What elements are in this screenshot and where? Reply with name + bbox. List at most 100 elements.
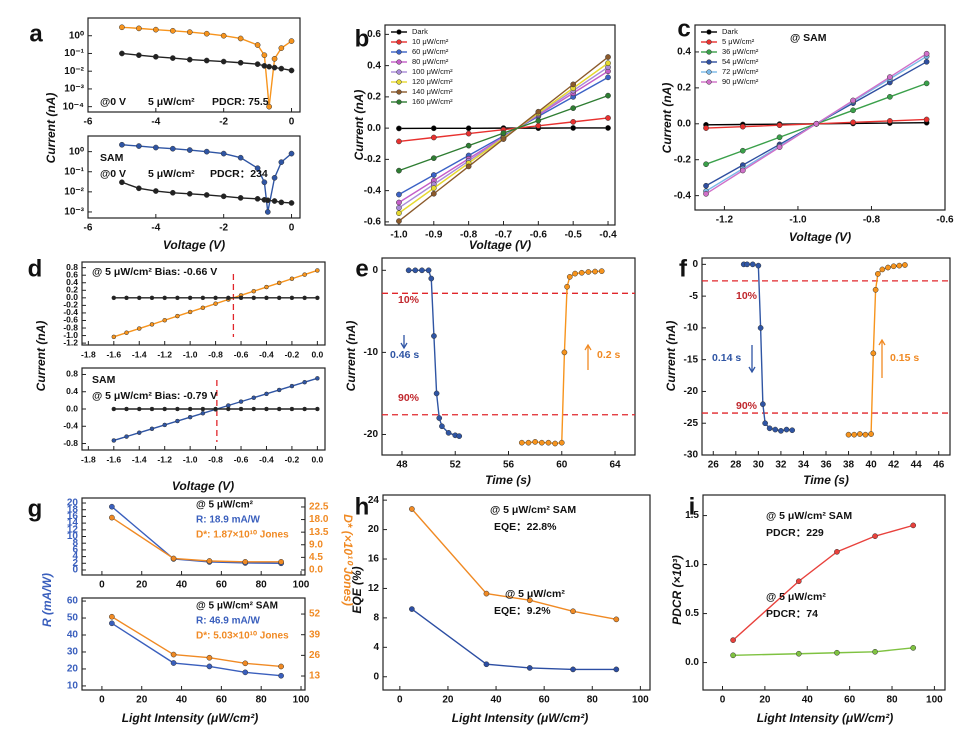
x-tick-label: 40	[176, 580, 188, 591]
data-point	[162, 406, 167, 412]
y-tick-label: 1.5	[685, 510, 699, 521]
data-point	[200, 305, 206, 311]
data-point	[868, 431, 874, 437]
data-point	[776, 134, 783, 141]
x-tick-label: 80	[587, 695, 599, 706]
x-tick-label: -0.6	[936, 215, 954, 226]
data-point	[703, 182, 709, 189]
arrow-head	[748, 366, 756, 374]
panel-letter: d	[28, 255, 43, 282]
y2-tick-label: 13.5	[309, 527, 329, 538]
data-point	[278, 663, 284, 670]
data-point	[396, 167, 402, 174]
y2-tick-label: 22.5	[309, 502, 329, 513]
panel-letter: i	[689, 493, 696, 520]
data-point	[456, 433, 463, 439]
data-point	[570, 119, 577, 125]
data-point	[538, 439, 545, 446]
annotation: @ 5 μW/cm² SAM	[196, 601, 278, 612]
data-point	[772, 426, 779, 433]
data-point	[613, 616, 620, 623]
data-point	[152, 188, 159, 194]
plot-frame	[87, 17, 301, 113]
legend-marker	[396, 59, 402, 65]
data-point	[405, 267, 412, 274]
annotation: SAM	[92, 374, 116, 386]
x-tick-label: 40	[490, 695, 502, 706]
data-point	[870, 350, 877, 357]
data-point	[175, 418, 180, 424]
x-tick-label: 0.0	[311, 454, 323, 464]
series-line	[411, 608, 617, 671]
x-tick-label: -1.0	[390, 230, 408, 241]
data-point	[430, 155, 437, 161]
data-point	[162, 422, 167, 428]
x-tick-label: -0.6	[234, 349, 249, 359]
data-point	[278, 159, 285, 166]
y-tick-label: 12	[67, 524, 79, 535]
data-point	[535, 117, 542, 124]
x-tick-label: -0.2	[285, 454, 300, 464]
data-point	[237, 154, 244, 161]
y2-tick-label: 26	[309, 650, 321, 661]
y-tick-label: 10⁻²	[64, 66, 84, 77]
data-point	[109, 503, 115, 510]
data-point	[187, 406, 193, 412]
data-point	[439, 423, 445, 430]
data-point	[910, 645, 917, 651]
data-point	[739, 167, 746, 174]
data-point	[834, 548, 840, 555]
legend-label: 5 μW/cm²	[722, 37, 755, 46]
x-tick-label: -1.4	[132, 454, 147, 464]
y-tick-label: 0.4	[677, 47, 691, 58]
data-point	[605, 92, 611, 99]
data-point	[749, 261, 756, 268]
y-tick-label: -0.2	[674, 154, 692, 165]
annotation: 0.15 s	[890, 352, 919, 364]
data-point	[834, 649, 840, 656]
data-point	[278, 558, 284, 565]
data-point	[152, 53, 159, 60]
data-point	[238, 295, 244, 301]
x-tick-label: -4	[151, 117, 160, 128]
data-point	[213, 406, 218, 412]
data-point	[237, 59, 244, 66]
x-tick-label: 30	[753, 460, 765, 471]
x-tick-label: -1.0	[183, 454, 198, 464]
x-tick-label: -0.8	[208, 454, 223, 464]
annotation: D*: 5.03×10¹⁰ Jones	[196, 631, 289, 642]
legend-label: 54 μW/cm²	[722, 57, 759, 66]
annotation: @ 5 μW/cm² SAM	[766, 510, 852, 522]
y-tick-label: 12	[368, 583, 380, 594]
x-tick-label: 0	[397, 695, 403, 706]
data-point	[535, 108, 542, 115]
y-tick-label: -15	[684, 354, 699, 365]
x-tick-label: 0	[289, 117, 295, 128]
data-point	[242, 669, 249, 676]
data-point	[238, 406, 244, 412]
data-point	[396, 125, 402, 132]
y-tick-label: 0.2	[677, 83, 691, 94]
data-point	[289, 295, 295, 301]
data-point	[887, 118, 893, 124]
y-tick-label: 0.4	[66, 277, 78, 287]
annotation: @ 5 μW/cm² Bias: -0.66 V	[92, 266, 217, 278]
y-axis-label: Current (nA)	[664, 321, 678, 392]
x-axis-label: Light Intensity (μW/cm²)	[122, 711, 259, 725]
data-point	[251, 406, 257, 412]
y-tick-label: 0.0	[66, 292, 78, 302]
y-tick-label: -25	[684, 418, 699, 429]
annotation: @ 5 μW/cm² Bias: -0.79 V	[92, 390, 217, 402]
data-point	[187, 414, 193, 420]
x-tick-label: 20	[136, 580, 148, 591]
annotation: @ SAM	[790, 32, 827, 44]
data-point	[605, 60, 611, 66]
data-point	[137, 430, 142, 435]
data-point	[850, 107, 856, 114]
data-point	[396, 138, 402, 145]
y-axis-label: R (mA/W)	[40, 573, 54, 627]
x-tick-label: 20	[759, 695, 771, 706]
data-point	[200, 411, 206, 416]
data-point	[570, 81, 577, 88]
data-point	[149, 406, 155, 412]
